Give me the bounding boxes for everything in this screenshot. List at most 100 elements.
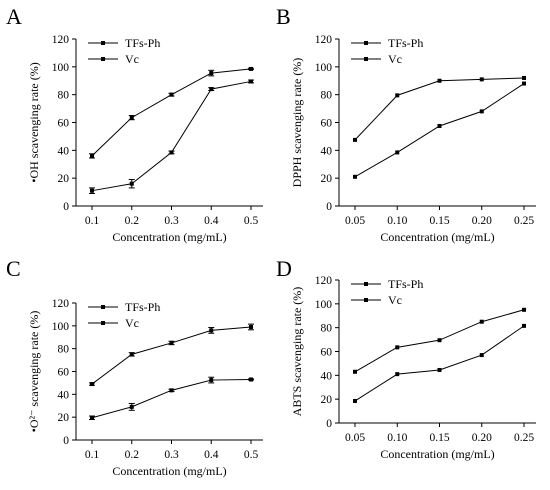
series-tfs-ph	[353, 81, 526, 179]
x-tick-label: 0.15	[429, 215, 449, 227]
y-axis-title: •O²⁻ scavenging rate (%)	[27, 311, 41, 433]
x-tick-label: 0.25	[514, 432, 534, 444]
x-tick-label: 0.05	[345, 215, 365, 227]
legend-label: TFs-Ph	[125, 300, 160, 314]
data-point	[209, 378, 214, 383]
y-tick-label: 40	[321, 370, 333, 382]
data-point	[249, 377, 253, 382]
chart-panel-d: D 0 20 40 60 80 100 120 0.05 0.10 0.15 0.20 0.25 Conc…	[276, 256, 536, 461]
data-point	[209, 87, 214, 92]
y-axis-title: ABTS scavenging rate (%)	[290, 287, 304, 417]
data-point	[169, 340, 174, 345]
data-point	[129, 404, 134, 409]
panel-letter: A	[6, 4, 22, 29]
y-axis-title: •OH scavenging rate (%)	[27, 62, 41, 183]
data-point	[522, 323, 526, 328]
y-tick-label: 80	[321, 323, 333, 335]
x-tick-label: 0.25	[514, 215, 534, 227]
legend-marker	[101, 41, 105, 45]
data-point	[395, 150, 400, 155]
data-point	[249, 66, 253, 71]
data-point	[437, 367, 442, 372]
data-point	[395, 345, 400, 350]
y-tick-label: 60	[321, 118, 333, 130]
data-point	[249, 324, 253, 329]
x-tick-label: 0.5	[244, 449, 259, 461]
y-tick-label: 0	[326, 201, 332, 213]
y-tick-label: 20	[58, 412, 70, 424]
y-tick-label: 100	[52, 321, 70, 333]
legend-marker	[101, 305, 105, 309]
data-point	[522, 307, 526, 312]
legend-marker	[101, 57, 105, 61]
x-axis-title: Concentration (mg/mL)	[112, 230, 226, 244]
y-tick-label: 120	[52, 298, 70, 310]
x-tick-label: 0.4	[204, 215, 219, 227]
y-tick-label: 40	[58, 145, 70, 157]
legend-marker	[364, 41, 368, 45]
x-tick-label: 0.2	[125, 449, 140, 461]
x-tick-label: 0.1	[85, 449, 100, 461]
series-vc	[353, 307, 526, 374]
y-tick-label: 40	[58, 389, 70, 401]
data-point	[353, 398, 357, 403]
data-point	[437, 123, 442, 128]
data-point	[522, 81, 526, 86]
series-line	[354, 325, 525, 402]
x-tick-label: 0.20	[472, 432, 492, 444]
y-tick-label: 0	[63, 201, 69, 213]
x-tick-label: 0.4	[204, 449, 219, 461]
legend-label: Vc	[388, 52, 402, 66]
chart-panel-a: A 0 20 40 60 80 100 120 0.1 0.2 0.3 0.4 0.5 Concentra…	[6, 4, 263, 244]
data-point	[209, 328, 214, 333]
y-tick-label: 40	[321, 145, 333, 157]
legend-label: TFs-Ph	[388, 36, 423, 50]
data-point	[353, 369, 357, 374]
data-point	[90, 153, 94, 158]
panel-letter: B	[276, 4, 291, 29]
legend-label: Vc	[125, 316, 139, 330]
series-tfs-ph	[353, 323, 526, 403]
series-vc	[89, 66, 254, 159]
data-point	[169, 150, 174, 155]
data-point	[353, 137, 357, 142]
x-tick-label: 0.10	[387, 215, 407, 227]
x-tick-label: 0.1	[85, 215, 100, 227]
series-line	[354, 83, 525, 178]
x-tick-label: 0.3	[164, 449, 179, 461]
data-point	[395, 93, 400, 98]
legend-label: TFs-Ph	[125, 36, 160, 50]
chart-panel-b: B 0 20 40 60 80 100 120 0.05 0.10 0.15 0.20 0.25 Conc…	[276, 4, 536, 244]
data-point	[479, 77, 484, 82]
series-tfs-ph	[89, 79, 254, 194]
y-tick-label: 60	[321, 347, 333, 359]
data-point	[209, 71, 214, 76]
y-tick-label: 120	[52, 34, 70, 46]
data-point	[437, 338, 442, 343]
y-tick-label: 100	[315, 62, 333, 74]
x-tick-label: 0.20	[472, 215, 492, 227]
y-tick-label: 80	[58, 344, 70, 356]
y-tick-label: 80	[58, 90, 70, 102]
data-point	[479, 353, 484, 358]
series-line	[91, 378, 252, 419]
data-point	[129, 352, 134, 357]
legend-marker	[101, 321, 105, 325]
y-tick-label: 80	[321, 90, 333, 102]
y-tick-label: 120	[315, 275, 333, 287]
y-tick-label: 20	[58, 173, 70, 185]
y-tick-label: 20	[321, 173, 333, 185]
legend-label: TFs-Ph	[388, 277, 423, 291]
x-tick-label: 0.15	[429, 432, 449, 444]
y-tick-label: 100	[315, 299, 333, 311]
series-line	[91, 80, 252, 192]
panel-letter: C	[6, 256, 21, 281]
panel-letter: D	[276, 256, 292, 281]
series-vc	[353, 75, 526, 142]
legend-label: Vc	[125, 52, 139, 66]
series-line	[91, 68, 252, 157]
x-tick-label: 0.10	[387, 432, 407, 444]
x-axis-title: Concentration (mg/mL)	[380, 447, 494, 461]
x-axis-title: Concentration (mg/mL)	[380, 230, 494, 244]
data-point	[479, 319, 484, 324]
